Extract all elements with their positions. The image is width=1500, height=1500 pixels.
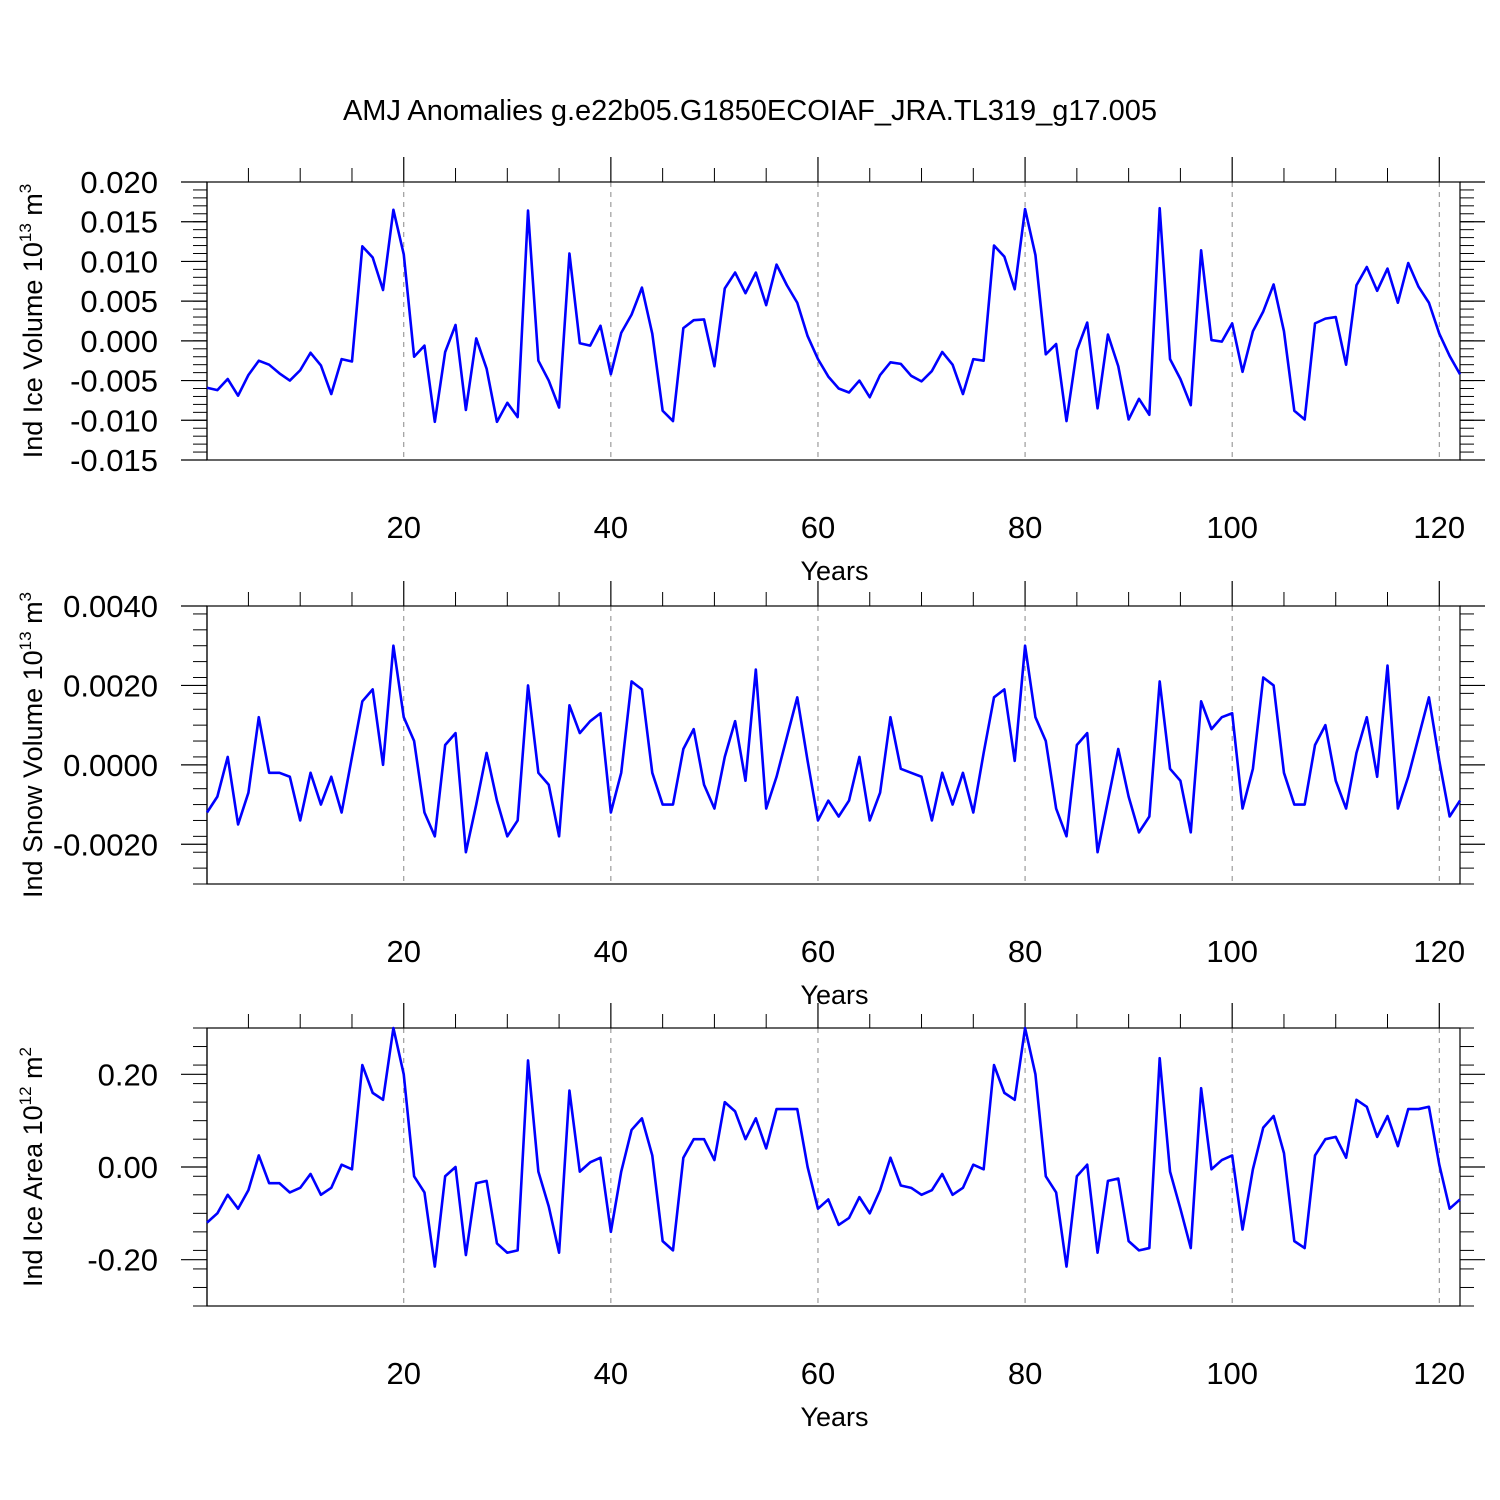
y-tick-label: 0.015: [80, 205, 158, 240]
y-axis-label: Ind Ice Area 1012 m2: [16, 1047, 48, 1287]
x-tick-label: 40: [594, 1356, 628, 1391]
x-tick-label: 80: [1008, 510, 1042, 545]
y-tick-label: -0.20: [87, 1243, 158, 1278]
y-tick-label: 0.0020: [63, 668, 158, 703]
y-tick-label: 0.000: [80, 324, 158, 359]
x-tick-label: 40: [594, 934, 628, 969]
x-tick-label: 60: [801, 1356, 835, 1391]
x-axis-label: Years: [800, 980, 868, 1010]
x-tick-label: 80: [1008, 934, 1042, 969]
series-line-2: [205, 644, 1462, 854]
x-axis-label: Years: [800, 556, 868, 586]
x-tick-label: 60: [801, 510, 835, 545]
y-axis-label: Ind Ice Volume 1013 m3: [16, 184, 48, 459]
x-tick-label: 120: [1413, 510, 1465, 545]
x-tick-label: 40: [594, 510, 628, 545]
y-tick-label: -0.005: [70, 364, 158, 399]
panel-1: -0.015 -0.010 -0.005 0.000 0.005 0.010 0.015 0.…: [16, 157, 1485, 586]
x-tick-label: 120: [1413, 1356, 1465, 1391]
y-tick-label: 0.020: [80, 165, 158, 200]
panel-2: -0.0020 0.0000 0.0020 0.0040 20 40 60 80 100 120 Y…: [16, 581, 1485, 1010]
x-tick-label: 100: [1206, 510, 1258, 545]
y-tick-label: -0.010: [70, 403, 158, 438]
y-tick-label: 0.0040: [63, 589, 158, 624]
y-tick-label: 0.010: [80, 244, 158, 279]
x-tick-label: 20: [387, 1356, 421, 1391]
x-axis-label: Years: [800, 1402, 868, 1432]
x-tick-label: 60: [801, 934, 835, 969]
plot-frame: [206, 181, 1461, 461]
panels-group: -0.015 -0.010 -0.005 0.000 0.005 0.010 0.015 0.…: [16, 157, 1485, 1432]
x-tick-label: 100: [1206, 934, 1258, 969]
plot-frame: [206, 1027, 1461, 1307]
panel-3: -0.20 0.00 0.20 20 40 60 80 100 120 Years Ind Ice …: [16, 1003, 1485, 1432]
y-axis-label: Ind Snow Volume 1013 m3: [16, 592, 48, 898]
series-line-3: [206, 1026, 1461, 1268]
y-tick-label: 0.005: [80, 284, 158, 319]
y-tick-label: -0.015: [70, 443, 158, 478]
x-tick-label: 20: [387, 934, 421, 969]
x-tick-label: 120: [1413, 934, 1465, 969]
x-tick-label: 20: [387, 510, 421, 545]
y-tick-label: 0.00: [98, 1150, 158, 1185]
figure-title: AMJ Anomalies g.e22b05.G1850ECOIAF_JRA.T…: [343, 95, 1157, 127]
y-tick-label: 0.0000: [63, 748, 158, 783]
series-line-1: [206, 206, 1462, 424]
x-tick-label: 80: [1008, 1356, 1042, 1391]
x-tick-label: 100: [1206, 1356, 1258, 1391]
y-tick-label: 0.20: [98, 1057, 158, 1092]
y-tick-label: -0.0020: [53, 827, 158, 862]
